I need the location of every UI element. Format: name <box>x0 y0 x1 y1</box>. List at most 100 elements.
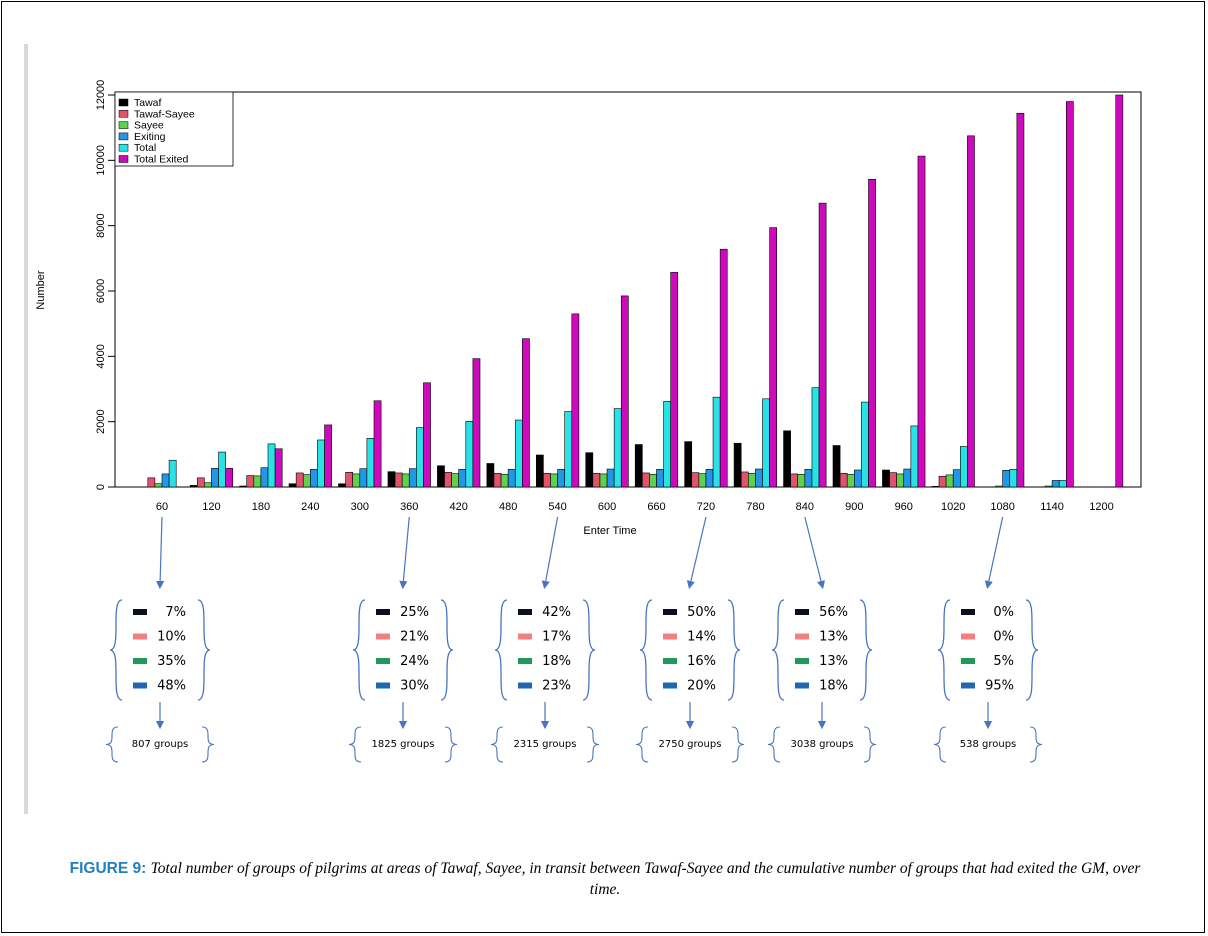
groups-brace-right <box>586 726 600 763</box>
brace-left <box>109 599 123 701</box>
pct-swatch <box>518 609 532 615</box>
pct-value: 13% <box>819 630 848 645</box>
x-tick-label: 240 <box>301 501 319 513</box>
bar-exiting-600 <box>606 468 615 488</box>
arrow <box>399 516 410 589</box>
groups-brace-left <box>348 726 362 763</box>
bar-total-exited-300 <box>373 400 382 488</box>
pct-swatch <box>795 658 809 664</box>
bar-exiting-1020 <box>952 469 961 488</box>
groups-brace-left <box>635 726 649 763</box>
groups-brace-right <box>1029 726 1043 763</box>
bar-exiting-240 <box>310 469 318 488</box>
bar-total-1140 <box>1058 480 1067 488</box>
pct-value: 50% <box>687 605 716 620</box>
bar-tawaf-sayee-240 <box>295 472 304 488</box>
bar-exiting-480 <box>507 469 516 488</box>
legend-swatch <box>118 121 129 129</box>
legend-label: Tawaf <box>134 97 162 109</box>
x-tick-label: 480 <box>499 501 517 513</box>
bar-exiting-660 <box>656 469 664 488</box>
x-tick-label: 780 <box>746 501 764 513</box>
y-tick-label: 8000 <box>95 213 107 237</box>
x-tick-label: 1140 <box>1040 501 1064 513</box>
bar-tawaf-720 <box>684 441 693 488</box>
bar-tawaf-120 <box>189 485 198 488</box>
bar-tawaf-480 <box>486 463 495 488</box>
brace-right <box>582 599 596 701</box>
bar-total-780 <box>762 398 770 488</box>
x-tick-label: 540 <box>548 501 566 513</box>
pct-swatch <box>133 633 147 640</box>
legend-label: Tawaf-Sayee <box>134 108 195 120</box>
bar-sayee-600 <box>599 473 608 488</box>
brace-right <box>440 599 454 701</box>
bar-total-1020 <box>959 446 968 488</box>
bar-total-exited-480 <box>522 338 530 488</box>
legend-swatch <box>118 110 129 118</box>
y-tick-label: 10000 <box>95 145 107 176</box>
pct-value: 5% <box>993 654 1014 669</box>
pct-swatch <box>795 633 809 640</box>
pct-value: 30% <box>400 679 429 694</box>
pct-swatch <box>663 658 677 664</box>
y-tick-label: 6000 <box>95 279 107 303</box>
bar-tawaf-sayee-360 <box>394 472 403 488</box>
pct-value: 95% <box>985 679 1014 694</box>
bar-total-exited-540 <box>571 313 580 488</box>
bar-tawaf-900 <box>832 445 841 488</box>
bar-sayee-960 <box>896 473 905 488</box>
bar-total-exited-1080 <box>1016 112 1025 488</box>
bar-total-exited-780 <box>769 227 777 488</box>
arrow <box>687 516 707 589</box>
bar-exiting-420 <box>458 469 467 488</box>
x-axis-ticks: 60 120 180 240 300 360 420 480 540 600 660 720 780 84… <box>156 501 1114 513</box>
x-tick-label: 300 <box>351 501 369 513</box>
groups-brace-left <box>933 726 947 763</box>
groups-count: 3038 groups <box>791 739 854 750</box>
bar-total-720 <box>712 396 721 488</box>
bar-sayee-300 <box>352 473 361 488</box>
groups-brace-left <box>105 726 119 763</box>
bar-total-exited-120 <box>225 468 234 488</box>
brace-left <box>494 599 508 701</box>
bar-total-exited-240 <box>324 424 332 488</box>
bar-tawaf-sayee-420 <box>444 471 452 488</box>
bar-tawaf-660 <box>634 444 643 488</box>
pct-swatch <box>133 658 147 664</box>
bar-sayee-720 <box>698 473 707 488</box>
pct-value: 42% <box>542 605 571 620</box>
x-tick-label: 720 <box>697 501 715 513</box>
pct-value: 0% <box>993 630 1014 645</box>
pct-swatch <box>961 609 975 615</box>
bar-tawaf-300 <box>338 483 346 488</box>
bar-tawaf-sayee-180 <box>246 475 255 488</box>
x-tick-label: 120 <box>202 501 220 513</box>
x-axis-label: Enter Time <box>583 525 636 537</box>
pct-value: 7% <box>165 605 186 620</box>
bar-sayee-240 <box>302 474 311 488</box>
arrow <box>984 516 1004 589</box>
x-tick-label: 660 <box>647 501 665 513</box>
pct-swatch <box>961 633 975 640</box>
bar-tawaf-840 <box>783 430 791 488</box>
bar-total-exited-360 <box>423 382 431 488</box>
y-tick-label: 4000 <box>95 344 107 368</box>
x-tick-label: 1080 <box>990 501 1014 513</box>
scrollbar-track <box>24 44 28 814</box>
x-tick-label: 1020 <box>941 501 965 513</box>
groups-brace-right <box>863 726 877 763</box>
bar-exiting-540 <box>557 469 565 488</box>
bar-tawaf-sayee-600 <box>592 472 601 488</box>
arrow <box>804 516 825 589</box>
bar-sayee-780 <box>747 472 756 488</box>
bar-sayee-1140 <box>1044 485 1053 488</box>
bar-sayee-660 <box>649 473 657 488</box>
caption-label: FIGURE 9: <box>69 860 147 877</box>
arrow <box>156 516 165 589</box>
bar-exiting-960 <box>903 468 912 488</box>
bar-total-exited-720 <box>719 248 728 488</box>
x-tick-label: 60 <box>156 501 168 513</box>
pct-value: 56% <box>819 605 848 620</box>
brace-left <box>352 599 366 701</box>
